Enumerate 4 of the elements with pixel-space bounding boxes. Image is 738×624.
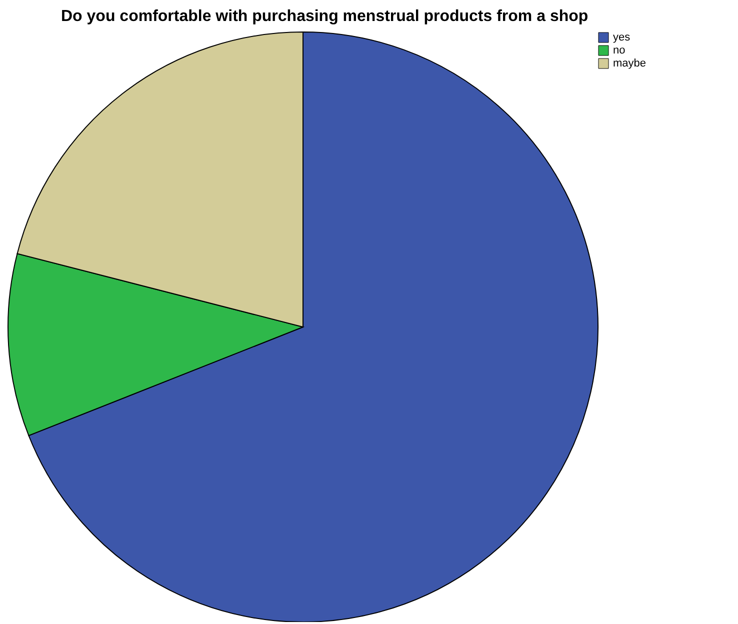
chart-title: Do you comfortable with purchasing menstrual products from a shop [61,8,588,25]
legend-label: maybe [613,58,646,70]
legend-label: yes [613,32,631,44]
legend-label: no [613,44,626,56]
